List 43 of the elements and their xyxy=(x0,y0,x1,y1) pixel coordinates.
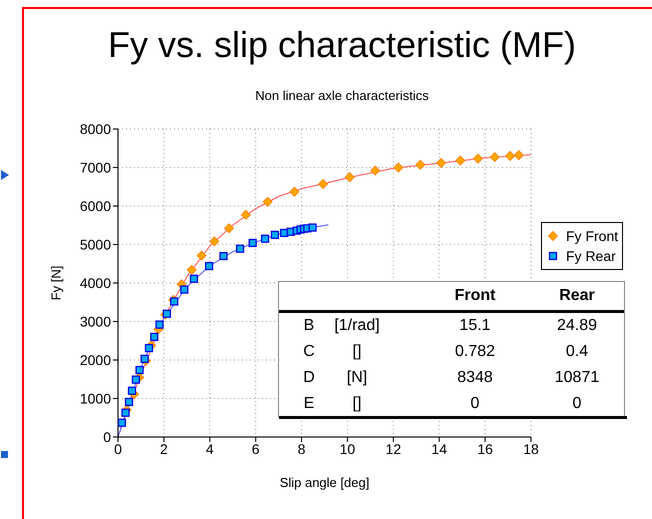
x-tick-label: 16 xyxy=(477,440,494,457)
x-tick-label: 8 xyxy=(298,440,306,457)
text: 10871 xyxy=(554,369,600,387)
chart-title: Fy vs. slip characteristic (MF) xyxy=(106,24,578,66)
y-tick-label: 8000 xyxy=(80,120,112,137)
x-tick-label: 14 xyxy=(431,440,448,457)
text: Rear xyxy=(558,287,596,305)
annotation: B xyxy=(304,317,314,334)
x-tick-label: 4 xyxy=(206,440,214,457)
y-tick-label: 3000 xyxy=(80,313,112,330)
x-tick-label: 2 xyxy=(160,440,168,457)
y-tick-label: 6000 xyxy=(80,198,112,214)
annotation: 8348 xyxy=(456,369,494,387)
y-tick-label: 0 xyxy=(103,428,112,445)
y-tick-label: 4000 xyxy=(80,274,112,291)
annotation: [] xyxy=(352,395,362,413)
x-tick-label: 10 xyxy=(340,440,356,457)
text: 0 xyxy=(572,395,582,413)
y-axis-title: Fy [N] xyxy=(48,266,64,300)
x-tick-label: 0 xyxy=(114,440,122,457)
y-tick-label: 1000 xyxy=(80,390,112,406)
annotation: [N] xyxy=(346,369,368,387)
annotation: 0 xyxy=(470,395,480,413)
y-tick-label: 2000 xyxy=(80,352,112,368)
legend-label: Fy Front xyxy=(566,228,618,244)
annotation: [] xyxy=(352,343,362,361)
text: 24.89 xyxy=(556,317,598,335)
x-tick-label: 12 xyxy=(386,440,402,457)
x-axis-title: Slip angle [deg] xyxy=(280,475,370,490)
annotation: Front xyxy=(454,287,496,305)
annotation: 15.1 xyxy=(458,317,492,335)
legend-label: Fy Rear xyxy=(566,248,616,264)
annotation: E xyxy=(302,395,316,413)
chart-subtitle: Non linear axle characteristics xyxy=(254,88,430,103)
annotation: 0.782 xyxy=(454,343,496,361)
annotation: C xyxy=(302,343,316,361)
text: 0.4 xyxy=(564,343,590,361)
x-tick-label: 6 xyxy=(252,440,260,457)
y-tick-label: 5000 xyxy=(80,236,112,252)
y-tick-label: 7000 xyxy=(80,159,112,176)
x-tick-label: 18 xyxy=(523,440,539,457)
annotation: [1/rad] xyxy=(333,317,381,335)
annotation: D xyxy=(303,369,315,386)
